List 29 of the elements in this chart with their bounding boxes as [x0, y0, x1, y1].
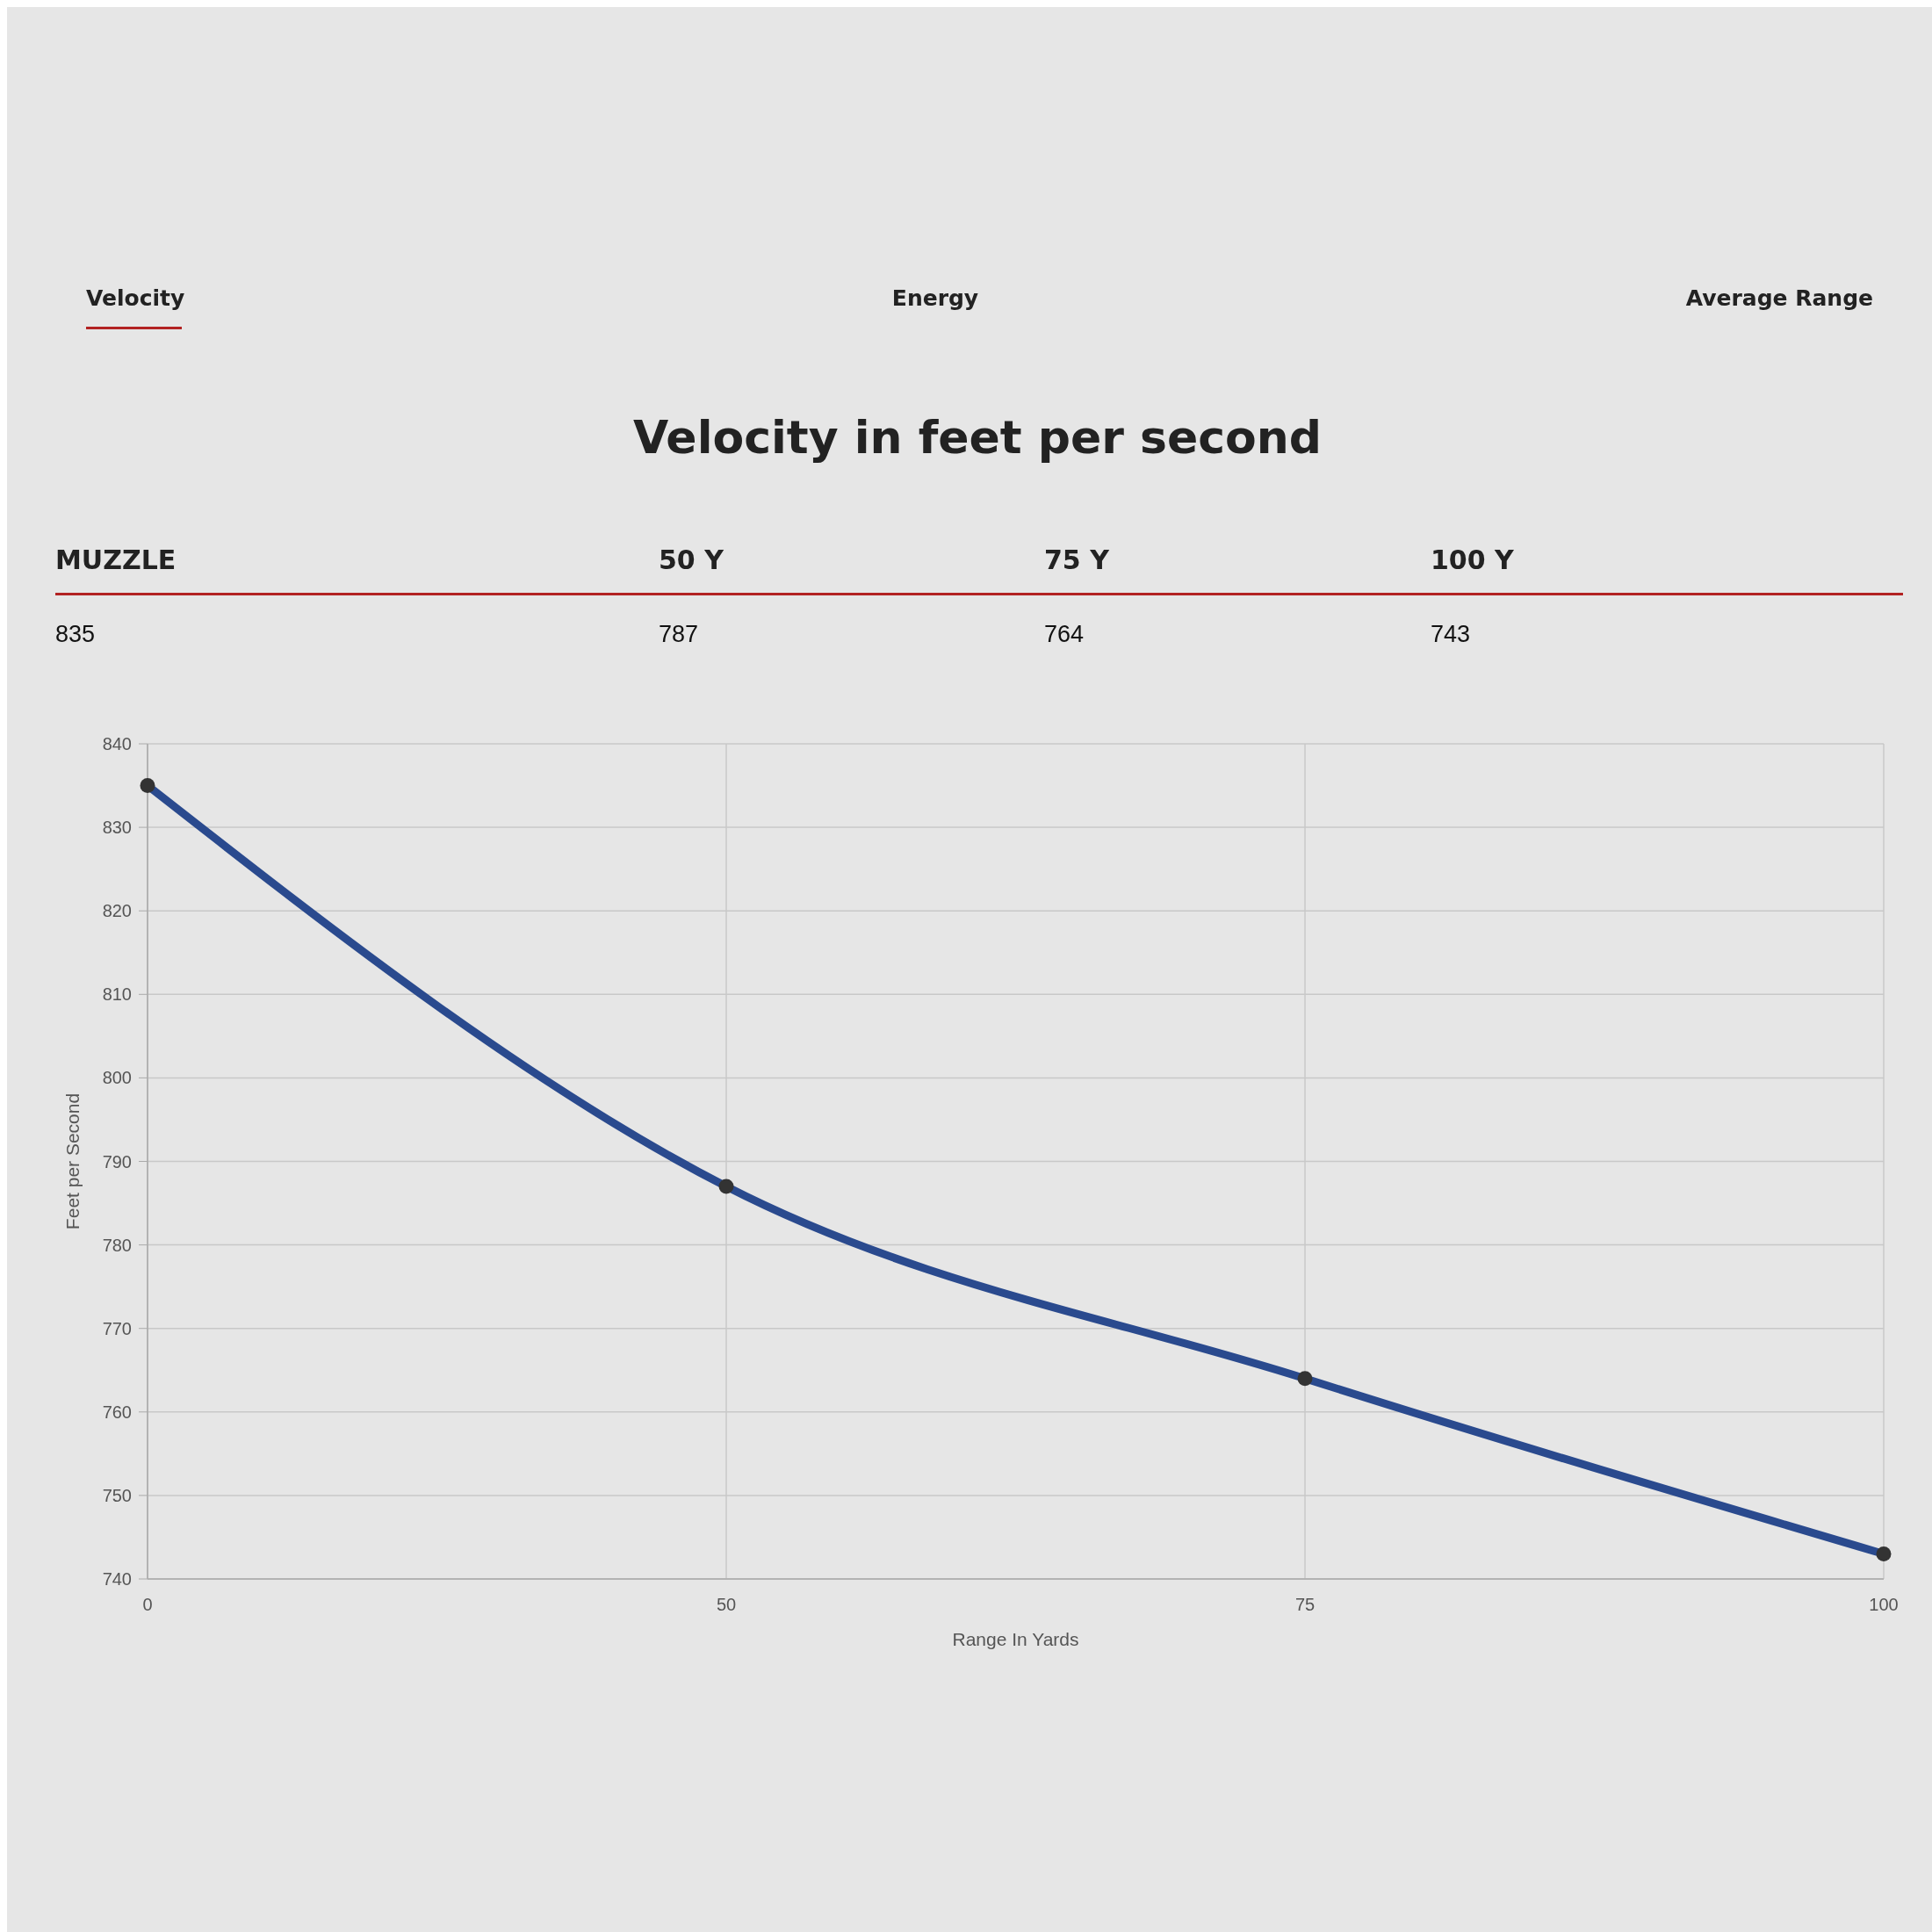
y-tick-label: 820: [102, 901, 132, 921]
text: 764: [1044, 621, 1085, 647]
text: 835: [55, 621, 96, 647]
text: 50 Y: [659, 544, 725, 575]
y-tick-label: 840: [102, 734, 132, 753]
y-tick-label: 770: [102, 1318, 132, 1338]
text: 100 Y: [1431, 544, 1516, 575]
x-tick-label: 75: [1294, 1595, 1316, 1614]
text: Energy: [891, 285, 979, 311]
y-axis-title: Feet per Second: [62, 1092, 83, 1230]
text: MUZZLE: [55, 544, 177, 575]
y-tick-label: 780: [102, 1235, 132, 1255]
x-tick-label: 50: [716, 1595, 737, 1614]
y-tick-label: 760: [102, 1402, 132, 1422]
y-tick-label: 830: [102, 818, 132, 838]
text: 75 Y: [1044, 544, 1111, 575]
text: 743: [1431, 621, 1471, 647]
y-tick-label: 810: [102, 984, 132, 1005]
text: 787: [659, 621, 699, 647]
y-tick-label: 790: [102, 1151, 132, 1171]
text: Velocity: [86, 285, 185, 311]
y-tick-label: 740: [102, 1569, 132, 1589]
x-tick-label: 100: [1869, 1595, 1899, 1614]
text: Average Range: [1685, 285, 1873, 311]
y-tick-label: 750: [102, 1485, 132, 1505]
y-tick-label: 800: [102, 1068, 132, 1088]
chart-title: Velocity in feet per second: [632, 411, 1323, 464]
x-axis-title: Range In Yards: [952, 1629, 1079, 1649]
x-tick-label: 0: [142, 1595, 153, 1614]
